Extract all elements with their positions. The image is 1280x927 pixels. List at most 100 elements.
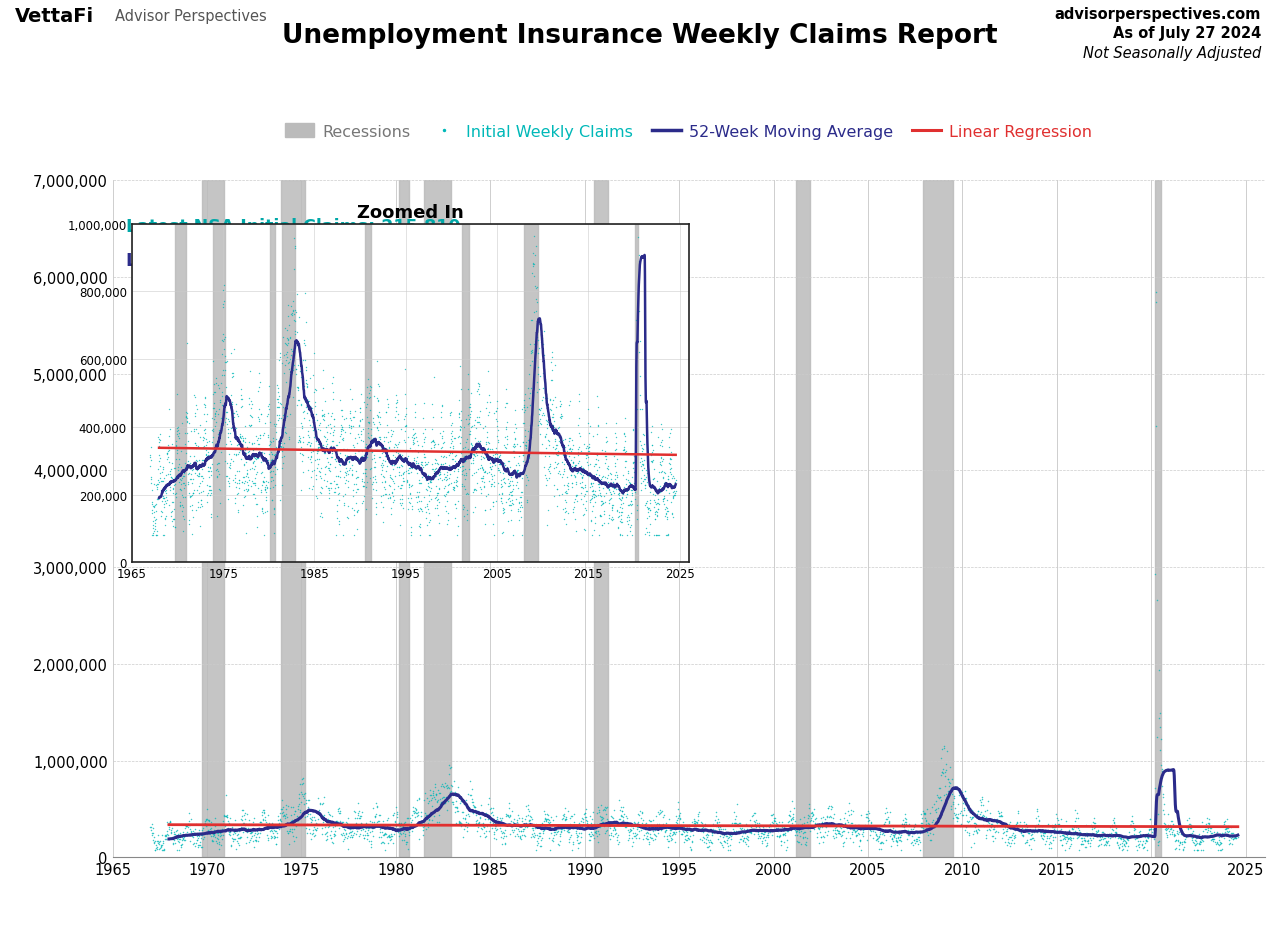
Point (1210, 832, 1230, 847)
Point (349, 419, 370, 434)
Point (234, 458, 255, 473)
Point (856, 807, 877, 822)
Point (1100, 829, 1120, 844)
Point (189, 418, 210, 433)
Point (274, 348, 294, 362)
Point (634, 813, 654, 828)
Point (787, 824, 808, 839)
Point (302, 401, 323, 416)
Point (169, 481, 189, 496)
Point (372, 460, 393, 475)
Point (419, 468, 439, 483)
Point (417, 796, 438, 811)
Point (344, 411, 365, 425)
Point (294, 379, 315, 394)
Point (227, 404, 247, 419)
Point (422, 434, 443, 449)
Bar (923, 181, 954, 857)
Point (233, 434, 253, 449)
Point (658, 840, 678, 855)
Point (205, 410, 225, 425)
Point (407, 456, 428, 471)
Point (788, 834, 809, 849)
Point (255, 818, 275, 832)
Point (628, 179, 649, 194)
Point (695, 832, 716, 846)
Point (556, 448, 576, 463)
Point (443, 431, 463, 446)
Point (447, 528, 467, 543)
Point (593, 497, 613, 512)
Point (269, 400, 289, 414)
Point (835, 817, 855, 832)
Point (200, 479, 220, 494)
Point (575, 524, 595, 539)
Point (257, 430, 278, 445)
Point (413, 397, 434, 412)
Point (899, 825, 919, 840)
Point (210, 395, 230, 410)
Point (374, 430, 394, 445)
Point (192, 469, 212, 484)
Point (497, 808, 517, 823)
Point (626, 827, 646, 842)
Point (591, 518, 612, 533)
Point (355, 823, 375, 838)
Point (463, 804, 484, 819)
Point (233, 431, 253, 446)
Point (255, 813, 275, 828)
Point (659, 465, 680, 480)
Point (182, 473, 202, 488)
Point (330, 403, 351, 418)
Point (301, 400, 321, 414)
Point (324, 413, 344, 427)
Point (333, 489, 353, 503)
Point (631, 822, 652, 837)
Point (209, 456, 229, 471)
Point (244, 471, 265, 486)
Point (192, 828, 212, 843)
Point (262, 830, 283, 844)
Point (150, 839, 170, 854)
Point (219, 816, 239, 831)
Point (413, 450, 434, 464)
Point (492, 479, 512, 494)
Point (842, 824, 863, 839)
Point (942, 796, 963, 811)
Point (515, 403, 535, 418)
Point (367, 394, 388, 409)
Point (1016, 832, 1037, 847)
Point (557, 470, 577, 485)
Point (212, 817, 233, 832)
Point (593, 803, 613, 818)
Point (271, 434, 292, 449)
Point (1167, 826, 1188, 841)
Point (504, 816, 525, 831)
Point (668, 824, 689, 839)
Point (585, 495, 605, 510)
Point (276, 810, 297, 825)
Point (854, 819, 874, 834)
Point (563, 818, 584, 832)
Point (255, 803, 275, 818)
Point (206, 826, 227, 841)
Point (707, 815, 727, 830)
Point (783, 806, 804, 821)
Point (620, 819, 640, 833)
Point (448, 814, 468, 829)
Point (339, 454, 360, 469)
Point (948, 785, 969, 800)
Point (1001, 835, 1021, 850)
Point (291, 777, 311, 792)
Point (960, 809, 980, 824)
Point (184, 483, 205, 498)
Point (273, 330, 293, 345)
Point (580, 493, 600, 508)
Point (637, 505, 658, 520)
Point (557, 820, 577, 835)
Point (404, 800, 425, 815)
Point (521, 313, 541, 328)
Point (229, 473, 250, 488)
Point (462, 451, 483, 466)
Point (1180, 821, 1201, 836)
